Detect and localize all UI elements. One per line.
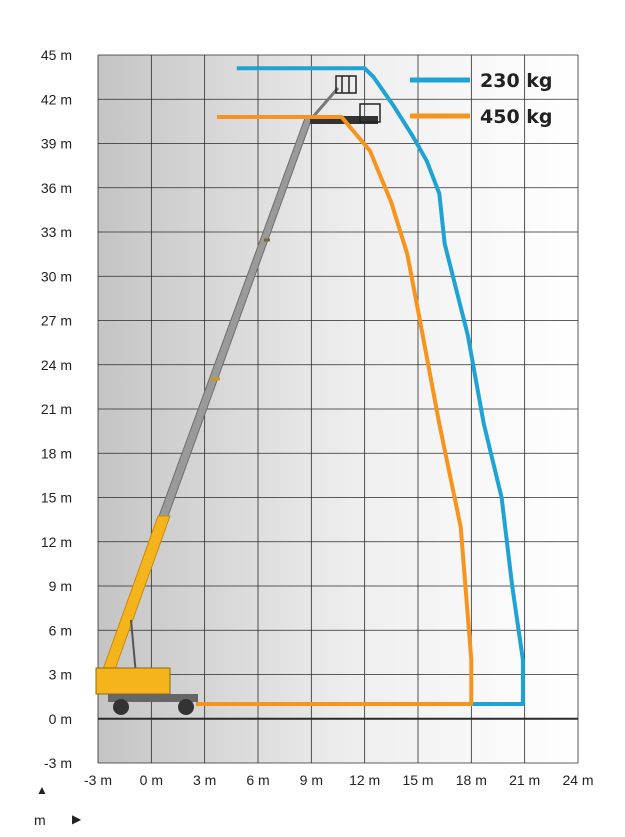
x-tick-label: 15 m <box>402 772 433 788</box>
y-tick-label: 24 m <box>41 357 72 373</box>
x-tick-label: 24 m <box>562 772 593 788</box>
axis-key-unit: m <box>34 812 46 828</box>
y-axis-key-arrow: ▲ <box>36 783 48 797</box>
y-tick-label: 27 m <box>41 313 72 329</box>
y-tick-label: 42 m <box>41 91 72 107</box>
basket-upper <box>335 75 357 94</box>
grid <box>97 54 579 764</box>
x-tick-label: 3 m <box>193 772 216 788</box>
wheel <box>113 699 129 715</box>
legend: 230 kg 450 kg <box>410 70 553 128</box>
x-axis: -3 m 0 m 3 m 6 m 9 m 12 m 15 m 18 m 21 m 24 m <box>84 772 594 788</box>
x-tick-label: 12 m <box>349 772 380 788</box>
x-tick-label: 21 m <box>509 772 540 788</box>
y-tick-label: 18 m <box>41 445 72 461</box>
series-line-450kg <box>195 115 474 706</box>
wheel <box>178 699 194 715</box>
y-tick-label: 0 m <box>49 711 72 727</box>
y-tick-label: -3 m <box>44 755 72 771</box>
y-tick-label: 33 m <box>41 224 72 240</box>
x-tick-label: 18 m <box>456 772 487 788</box>
series-line-230kg <box>236 66 525 706</box>
x-tick-label: 6 m <box>246 772 269 788</box>
x-tick-label: 9 m <box>300 772 323 788</box>
y-axis: -3 m 0 m 3 m 6 m 9 m 12 m 15 m 18 m 21 m 24 m 27 m… <box>41 47 72 771</box>
y-tick-label: 12 m <box>41 534 72 550</box>
y-tick-label: 39 m <box>41 136 72 152</box>
legend-label-230kg: 230 kg <box>480 70 553 92</box>
y-tick-label: 36 m <box>41 180 72 196</box>
x-axis-key-arrow: ▶ <box>72 812 82 826</box>
y-tick-label: 9 m <box>49 578 72 594</box>
y-tick-label: 6 m <box>49 622 72 638</box>
y-tick-label: 30 m <box>41 268 72 284</box>
x-tick-label: 0 m <box>140 772 163 788</box>
y-tick-label: 21 m <box>41 401 72 417</box>
legend-label-450kg: 450 kg <box>480 106 553 128</box>
x-tick-label: -3 m <box>84 772 112 788</box>
y-tick-label: 3 m <box>49 667 72 683</box>
y-tick-label: 45 m <box>41 47 72 63</box>
chassis <box>95 667 171 695</box>
y-tick-label: 15 m <box>41 490 72 506</box>
series-lines <box>195 66 525 706</box>
